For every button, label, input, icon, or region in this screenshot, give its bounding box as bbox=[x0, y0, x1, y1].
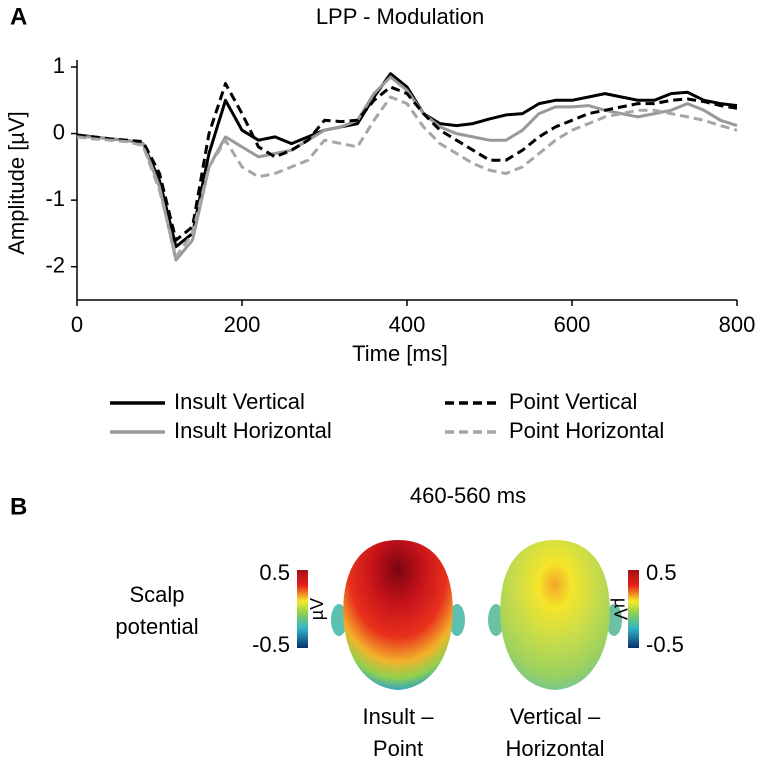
y-tick-label: -2 bbox=[45, 253, 65, 278]
y-axis-title: Amplitude [µV] bbox=[4, 111, 29, 255]
x-tick-label: 800 bbox=[719, 312, 756, 337]
y-tick-label: 1 bbox=[53, 53, 65, 78]
line-series bbox=[76, 95, 738, 259]
colorbar-tick: -0.5 bbox=[252, 632, 290, 657]
legend-label: Point Vertical bbox=[509, 389, 637, 414]
x-tick-label: 400 bbox=[389, 312, 426, 337]
x-tick-label: 200 bbox=[224, 312, 261, 337]
colorbar-label: µV bbox=[307, 598, 327, 620]
map-label: Horizontal bbox=[505, 736, 604, 761]
panel-title: 460-560 ms bbox=[410, 483, 526, 508]
ear bbox=[449, 604, 465, 636]
y-tick-label: 0 bbox=[53, 119, 65, 144]
legend-label: Insult Horizontal bbox=[174, 418, 332, 443]
row-label: Scalp bbox=[129, 582, 184, 607]
scalp-map bbox=[343, 540, 453, 690]
line-series bbox=[76, 72, 738, 249]
ear bbox=[606, 604, 622, 636]
x-tick-label: 600 bbox=[554, 312, 591, 337]
x-tick-label: 0 bbox=[71, 312, 83, 337]
ear bbox=[488, 604, 504, 636]
y-tick-label: -1 bbox=[45, 186, 65, 211]
line-series bbox=[77, 82, 738, 242]
colorbar-label: µV bbox=[610, 598, 630, 620]
map-label: Vertical – bbox=[510, 704, 601, 729]
map-label: Point bbox=[373, 736, 423, 761]
scalp-map bbox=[500, 540, 610, 690]
colorbar-tick: -0.5 bbox=[646, 632, 684, 657]
map-label: Insult – bbox=[363, 704, 435, 729]
colorbar-tick: 0.5 bbox=[646, 560, 677, 585]
line-series bbox=[77, 75, 738, 262]
x-axis-title: Time [ms] bbox=[352, 341, 448, 366]
ear bbox=[331, 604, 347, 636]
colorbar bbox=[628, 570, 639, 648]
colorbar-tick: 0.5 bbox=[259, 560, 290, 585]
legend-label: Point Horizontal bbox=[509, 418, 664, 443]
row-label: potential bbox=[115, 614, 198, 639]
colorbar bbox=[297, 570, 308, 648]
legend-label: Insult Vertical bbox=[174, 389, 305, 414]
legend: Insult Vertical Insult Horizontal Point Ve… bbox=[110, 389, 664, 443]
chart-title: LPP - Modulation bbox=[316, 4, 484, 29]
panel-label: B bbox=[10, 493, 27, 520]
plot-area: -2 -1 0 1 0 200 400 600 800 bbox=[45, 53, 755, 337]
panel-label: A bbox=[10, 3, 27, 30]
